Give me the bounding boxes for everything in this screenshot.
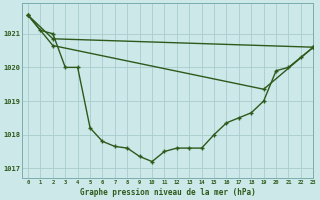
X-axis label: Graphe pression niveau de la mer (hPa): Graphe pression niveau de la mer (hPa) <box>80 188 255 197</box>
